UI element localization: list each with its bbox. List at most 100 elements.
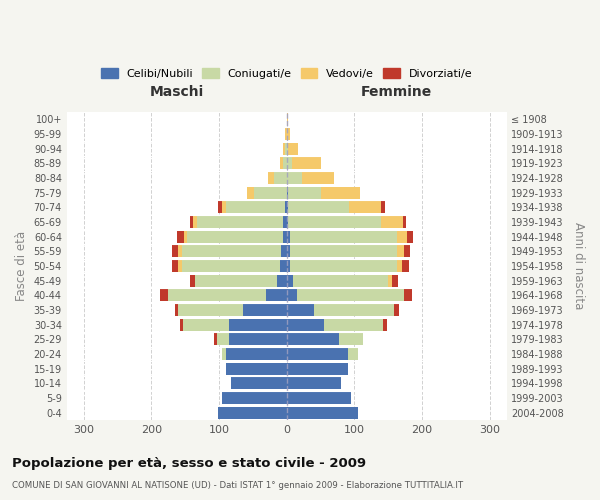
Bar [287, 290, 297, 302]
Bar [288, 142, 298, 154]
Bar [196, 274, 277, 286]
Bar [214, 334, 217, 345]
Bar [397, 246, 404, 258]
Bar [218, 407, 287, 419]
Bar [286, 201, 287, 213]
Bar [290, 246, 397, 258]
Text: COMUNE DI SAN GIOVANNI AL NATISONE (UD) - Dati ISTAT 1° gennaio 2009 - Elaborazi: COMUNE DI SAN GIOVANNI AL NATISONE (UD) … [12, 481, 463, 490]
Bar [218, 201, 222, 213]
Text: Maschi: Maschi [149, 86, 204, 100]
Bar [283, 157, 287, 169]
Bar [226, 201, 286, 213]
Bar [175, 304, 178, 316]
Bar [172, 246, 178, 258]
Bar [281, 246, 287, 258]
Bar [403, 216, 406, 228]
Bar [187, 230, 283, 242]
Bar [404, 290, 412, 302]
Bar [292, 157, 320, 169]
Bar [297, 290, 404, 302]
Bar [404, 246, 410, 258]
Bar [231, 378, 287, 390]
Bar [247, 186, 254, 198]
Bar [190, 216, 193, 228]
Bar [302, 172, 334, 184]
Bar [266, 290, 287, 302]
Bar [287, 348, 347, 360]
Bar [268, 172, 274, 184]
Bar [180, 318, 183, 330]
Bar [177, 230, 184, 242]
Bar [382, 216, 403, 228]
Bar [274, 172, 287, 184]
Bar [226, 348, 287, 360]
Bar [349, 201, 382, 213]
Bar [314, 304, 394, 316]
Bar [287, 157, 292, 169]
Bar [403, 260, 409, 272]
Bar [288, 216, 382, 228]
Bar [168, 290, 266, 302]
Bar [193, 216, 197, 228]
Bar [223, 348, 226, 360]
Bar [254, 186, 287, 198]
Bar [190, 274, 196, 286]
Bar [277, 274, 287, 286]
Bar [388, 274, 392, 286]
Bar [287, 113, 288, 125]
Bar [394, 304, 399, 316]
Bar [288, 201, 349, 213]
Bar [182, 246, 281, 258]
Bar [340, 334, 363, 345]
Bar [283, 216, 287, 228]
Bar [287, 274, 293, 286]
Bar [178, 246, 182, 258]
Bar [226, 362, 287, 375]
Bar [383, 318, 387, 330]
Bar [183, 318, 229, 330]
Bar [178, 260, 182, 272]
Bar [229, 334, 287, 345]
Bar [287, 172, 302, 184]
Bar [160, 290, 168, 302]
Bar [287, 142, 288, 154]
Bar [397, 260, 403, 272]
Bar [287, 407, 358, 419]
Bar [184, 230, 187, 242]
Bar [382, 201, 385, 213]
Bar [280, 157, 283, 169]
Bar [397, 230, 407, 242]
Text: Femmine: Femmine [361, 86, 432, 100]
Legend: Celibi/Nubili, Coniugati/e, Vedovi/e, Divorziati/e: Celibi/Nubili, Coniugati/e, Vedovi/e, Di… [97, 64, 476, 83]
Bar [293, 274, 388, 286]
Bar [287, 260, 290, 272]
Y-axis label: Anni di nascita: Anni di nascita [572, 222, 585, 310]
Bar [287, 304, 314, 316]
Bar [287, 362, 347, 375]
Bar [288, 186, 320, 198]
Bar [172, 260, 178, 272]
Bar [286, 128, 287, 140]
Bar [287, 186, 288, 198]
Bar [287, 246, 290, 258]
Bar [283, 142, 286, 154]
Bar [287, 378, 341, 390]
Bar [290, 230, 397, 242]
Bar [392, 274, 398, 286]
Bar [229, 318, 287, 330]
Bar [287, 216, 288, 228]
Bar [287, 201, 288, 213]
Bar [347, 348, 358, 360]
Text: Popolazione per età, sesso e stato civile - 2009: Popolazione per età, sesso e stato civil… [12, 458, 366, 470]
Bar [182, 260, 280, 272]
Bar [197, 216, 283, 228]
Bar [287, 318, 324, 330]
Bar [290, 260, 397, 272]
Bar [287, 230, 290, 242]
Bar [217, 334, 229, 345]
Bar [287, 128, 290, 140]
Bar [320, 186, 360, 198]
Bar [287, 334, 340, 345]
Bar [280, 260, 287, 272]
Bar [283, 230, 287, 242]
